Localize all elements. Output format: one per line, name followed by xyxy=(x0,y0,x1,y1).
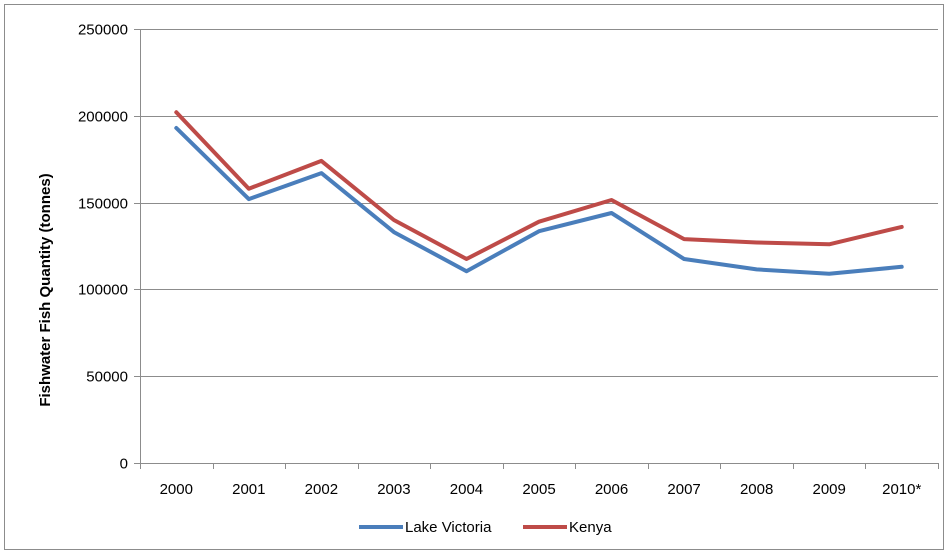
x-tick-labels: 2000 2001 2002 2003 2004 2005 2006 2007 2008 2009… xyxy=(160,481,922,498)
legend-label-kenya: Kenya xyxy=(569,519,612,536)
data-point xyxy=(392,218,396,222)
chart-frame xyxy=(4,4,944,550)
data-point xyxy=(392,230,396,234)
data-point xyxy=(900,265,904,269)
y-tick-label: 50000 xyxy=(86,369,128,386)
data-point xyxy=(537,229,541,233)
data-point xyxy=(610,211,614,215)
data-point xyxy=(682,237,686,241)
data-point xyxy=(319,159,323,163)
x-tick-label: 2000 xyxy=(160,481,193,498)
x-tick-label: 2008 xyxy=(740,481,773,498)
y-tick-label: 100000 xyxy=(78,282,128,299)
y-tick-label: 0 xyxy=(120,456,128,473)
y-tick-label: 200000 xyxy=(78,109,128,126)
data-point xyxy=(465,257,469,261)
data-point xyxy=(537,220,541,224)
series-lines xyxy=(174,110,904,276)
legend-label-lake-victoria: Lake Victoria xyxy=(405,519,492,536)
x-tick-label: 2005 xyxy=(522,481,555,498)
gridlines xyxy=(140,29,938,377)
y-tick-label: 250000 xyxy=(78,22,128,39)
x-tick-label: 2001 xyxy=(232,481,265,498)
series-line-kenya xyxy=(174,110,904,261)
data-point xyxy=(827,242,831,246)
y-tick-labels: 0 50000 100000 150000 200000 250000 xyxy=(78,22,128,473)
x-tick-label: 2010* xyxy=(882,481,921,498)
y-axis-title: Fishwater Fish Quantity (tonnes) xyxy=(37,173,54,406)
data-point xyxy=(247,197,251,201)
x-tick-label: 2004 xyxy=(450,481,483,498)
data-point xyxy=(755,267,759,271)
data-point xyxy=(319,171,323,175)
data-point xyxy=(247,187,251,191)
data-point xyxy=(174,110,178,114)
data-point xyxy=(465,269,469,273)
data-point xyxy=(827,272,831,276)
data-point xyxy=(174,126,178,130)
x-tick-label: 2003 xyxy=(377,481,410,498)
x-tick-label: 2006 xyxy=(595,481,628,498)
series-line-lake-victoria xyxy=(174,126,904,276)
axes xyxy=(134,29,939,469)
data-point xyxy=(900,225,904,229)
y-tick-label: 150000 xyxy=(78,196,128,213)
data-point xyxy=(682,257,686,261)
x-tick-label: 2002 xyxy=(305,481,338,498)
x-tick-label: 2009 xyxy=(812,481,845,498)
legend: Lake Victoria Kenya xyxy=(359,519,612,536)
x-tick-label: 2007 xyxy=(667,481,700,498)
data-point xyxy=(755,241,759,245)
data-point xyxy=(610,198,614,202)
